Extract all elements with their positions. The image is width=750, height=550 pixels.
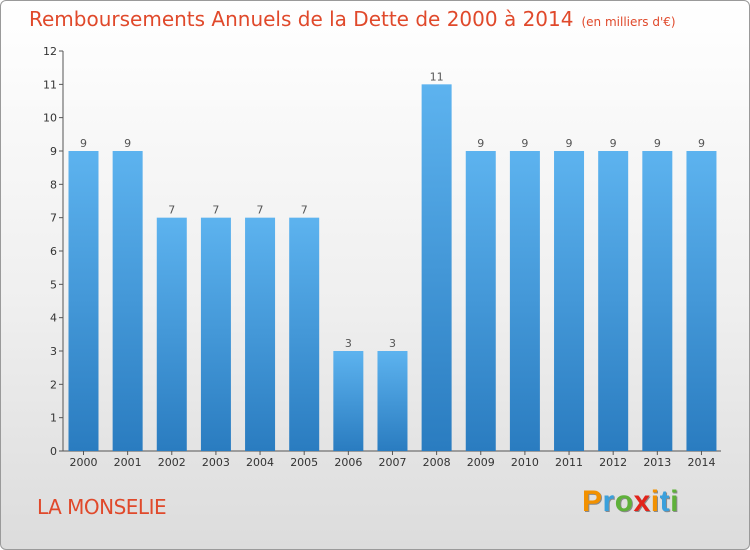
bar-value-label: 9: [124, 137, 131, 150]
x-tick-label: 2003: [202, 456, 230, 469]
x-tick-label: 2009: [467, 456, 495, 469]
place-name: LA MONSELIE: [37, 495, 167, 519]
bar-value-label: 9: [698, 137, 705, 150]
y-tick-label: 3: [50, 345, 57, 358]
bar-2008: [421, 84, 452, 451]
x-tick-label: 2008: [423, 456, 451, 469]
bar-2011: [554, 151, 585, 451]
bar-value-label: 9: [80, 137, 87, 150]
y-tick-label: 4: [50, 312, 57, 325]
bar-2010: [509, 151, 540, 451]
proxiti-logo[interactable]: Proxiti: [582, 485, 679, 519]
x-tick-label: 2002: [158, 456, 186, 469]
x-tick-label: 2012: [599, 456, 627, 469]
logo-letter: x: [633, 485, 651, 518]
bar-2002: [156, 217, 187, 451]
logo-letter: i: [650, 485, 660, 518]
logo-letter: t: [659, 485, 671, 518]
bar-2009: [465, 151, 496, 451]
bar-2012: [598, 151, 629, 451]
bar-2001: [112, 151, 143, 451]
bar-value-label: 7: [168, 204, 175, 217]
y-tick-label: 0: [50, 445, 57, 458]
y-tick-label: 7: [50, 212, 57, 225]
y-tick-label: 9: [50, 145, 57, 158]
bar-value-label: 9: [477, 137, 484, 150]
bar-value-label: 9: [521, 137, 528, 150]
y-tick-label: 10: [43, 112, 57, 125]
y-tick-label: 6: [50, 245, 57, 258]
bar-2003: [200, 217, 231, 451]
bar-2013: [642, 151, 673, 451]
y-tick-label: 5: [50, 278, 57, 291]
logo-letter: P: [582, 485, 603, 518]
chart-unit: (en milliers d'€): [581, 15, 676, 29]
x-tick-label: 2011: [555, 456, 583, 469]
bar-value-label: 3: [345, 337, 352, 350]
x-tick-label: 2006: [334, 456, 362, 469]
chart-title: Remboursements Annuels de la Dette de 20…: [29, 7, 676, 31]
x-tick-label: 2010: [511, 456, 539, 469]
bar-value-label: 9: [654, 137, 661, 150]
bar-value-label: 9: [566, 137, 573, 150]
logo-letter: r: [602, 485, 615, 518]
bar-value-label: 9: [610, 137, 617, 150]
bar-2007: [377, 351, 408, 451]
bar-2004: [245, 217, 276, 451]
bar-2006: [333, 351, 364, 451]
x-tick-label: 2014: [687, 456, 715, 469]
bar-value-label: 11: [430, 70, 444, 83]
x-tick-label: 2000: [70, 456, 98, 469]
y-tick-label: 11: [43, 78, 57, 91]
logo-letter: i: [670, 485, 679, 518]
x-tick-label: 2005: [290, 456, 318, 469]
bar-2014: [686, 151, 717, 451]
chart-title-text: Remboursements Annuels de la Dette de 20…: [29, 7, 574, 31]
bar-value-label: 7: [257, 204, 264, 217]
bar-2005: [289, 217, 320, 451]
y-tick-label: 1: [50, 412, 57, 425]
logo-letter: o: [614, 485, 634, 518]
x-tick-label: 2004: [246, 456, 274, 469]
bar-2000: [68, 151, 99, 451]
y-tick-label: 12: [43, 45, 57, 58]
bar-value-label: 7: [212, 204, 219, 217]
bar-value-label: 3: [389, 337, 396, 350]
bar-value-label: 7: [301, 204, 308, 217]
y-tick-label: 2: [50, 378, 57, 391]
y-tick-label: 8: [50, 178, 57, 191]
x-tick-label: 2007: [378, 456, 406, 469]
x-tick-label: 2013: [643, 456, 671, 469]
x-tick-label: 2001: [114, 456, 142, 469]
